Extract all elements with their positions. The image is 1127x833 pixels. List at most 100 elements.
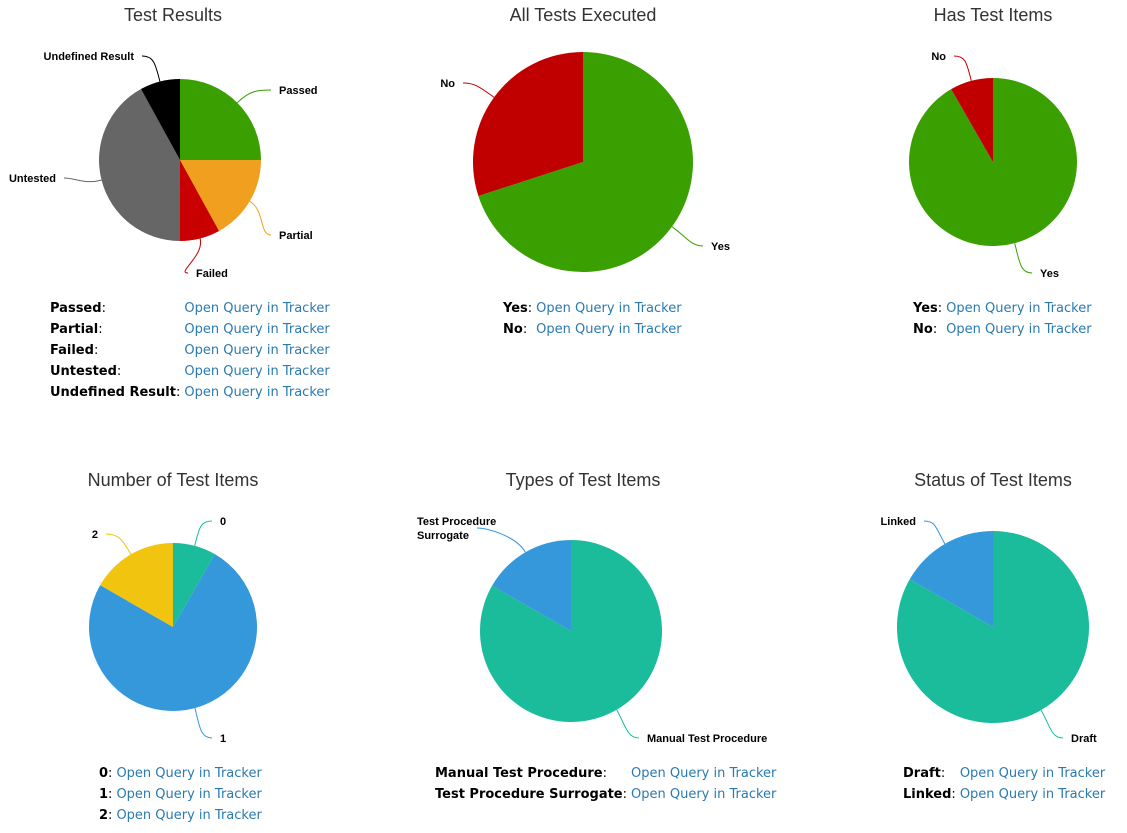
slice-label-0: 0 [220,516,226,528]
pie-slice-0[interactable] [173,543,215,627]
legend-key-no: No: [913,322,938,337]
legend-row-linked: Linked: Open Query in Tracker [903,784,1105,805]
slice-label-1: 1 [220,733,226,745]
pie-slice-linked[interactable] [909,531,993,627]
legend-key-failed: Failed: [50,343,99,358]
pie-slice-passed[interactable] [180,79,261,160]
slice-label-2: 2 [92,529,98,541]
leader-line-passed [236,89,272,104]
open-query-link-passed[interactable]: Open Query in Tracker [184,301,330,316]
open-query-link-no[interactable]: Open Query in Tracker [536,322,682,337]
leader-line-no [462,82,495,98]
pie-slice-yes[interactable] [909,78,1078,246]
legend-key-passed: Passed: [50,301,106,316]
slice-label-untested: Untested [9,173,56,185]
open-query-link-untested[interactable]: Open Query in Tracker [184,364,330,379]
all-tests-executed-query-links: Yes: Open Query in Tracker No: Open Query i… [503,298,682,340]
leader-line-yes [1014,243,1033,274]
leader-line-manual-test-procedure [616,709,640,739]
open-query-link-yes[interactable]: Open Query in Tracker [536,301,682,316]
legend-key-no: No: [503,322,528,337]
leader-line-0 [194,520,213,546]
open-query-link-manual-test-procedure[interactable]: Open Query in Tracker [631,766,777,781]
pie-slice-yes[interactable] [478,52,693,272]
pie-slice-no[interactable] [951,78,993,162]
legend-row-partial: Partial: Open Query in Tracker [50,319,330,340]
legend-key-linked: Linked: [903,787,956,802]
pie-slice-draft[interactable] [896,531,1089,724]
legend-row-no: No: Open Query in Tracker [913,319,1092,340]
legend-row-yes: Yes: Open Query in Tracker [503,298,682,319]
pie-slice-no[interactable] [472,51,583,196]
legend-row-0: 0: Open Query in Tracker [99,763,262,784]
slice-label-no: No [931,51,946,63]
open-query-link-0[interactable]: Open Query in Tracker [116,766,262,781]
slice-label-yes: Yes [1040,268,1059,280]
slice-label-manual-test-procedure: Manual Test Procedure [647,733,767,745]
slice-label-draft: Draft [1071,733,1097,745]
slice-label-yes: Yes [711,241,730,253]
legend-row-untested: Untested: Open Query in Tracker [50,361,330,382]
open-query-link-2[interactable]: Open Query in Tracker [116,808,262,823]
slice-label-undefined-result: Undefined Result [44,51,135,63]
open-query-link-yes[interactable]: Open Query in Tracker [946,301,1092,316]
legend-key-test-procedure-surrogate: Test Procedure Surrogate: [435,787,628,802]
open-query-link-draft[interactable]: Open Query in Tracker [959,766,1106,781]
chart-title: Test Results [123,5,223,25]
legend-row-manual-test-procedure: Manual Test Procedure: Open Query in Trac… [435,763,776,784]
leader-line-no [953,55,972,81]
slice-label-partial: Partial [279,230,313,242]
legend-key-2: 2: [99,808,113,823]
open-query-link-undefined-result[interactable]: Open Query in Tracker [184,385,330,400]
chart-title: Has Test Items [933,5,1053,25]
has-test-items-query-links: Yes: Open Query in Tracker No: Open Query i… [913,298,1092,340]
legend-row-yes: Yes: Open Query in Tracker [913,298,1092,319]
pie-slice-test-procedure-surrogate[interactable] [492,540,571,631]
legend-key-0: 0: [99,766,113,781]
open-query-link-linked[interactable]: Open Query in Tracker [959,787,1106,802]
legend-key-yes: Yes: [503,301,533,316]
leader-line-failed [184,238,201,274]
legend-key-untested: Untested: [50,364,122,379]
open-query-link-partial[interactable]: Open Query in Tracker [184,322,330,337]
open-query-link-failed[interactable]: Open Query in Tracker [184,343,330,358]
slice-label-failed: Failed [196,268,228,280]
legend-key-draft: Draft: [903,766,946,781]
chart-title: Types of Test Items [505,470,661,490]
pie-slice-untested[interactable] [99,89,180,242]
open-query-link-1[interactable]: Open Query in Tracker [116,787,262,802]
leader-line-draft [1040,709,1064,739]
slice-label-passed: Passed [279,85,318,97]
legend-row-passed: Passed: Open Query in Tracker [50,298,330,319]
status-of-test-items-query-links: Draft: Open Query in Tracker Linked: Open Q… [903,763,1105,805]
legend-key-undefined-result: Undefined Result: [50,385,181,400]
pie-slice-partial[interactable] [180,160,261,231]
pie-slice-2[interactable] [100,543,173,627]
leader-line-partial [249,200,272,236]
open-query-link-no[interactable]: Open Query in Tracker [946,322,1092,337]
pie-slice-1[interactable] [89,554,258,712]
pie-slice-manual-test-procedure[interactable] [480,539,663,723]
legend-key-yes: Yes: [913,301,943,316]
slice-label-linked: Linked [881,516,916,528]
open-query-link-test-procedure-surrogate[interactable]: Open Query in Tracker [631,787,777,802]
legend-row-1: 1: Open Query in Tracker [99,784,262,805]
legend-row-draft: Draft: Open Query in Tracker [903,763,1105,784]
leader-line-1 [194,707,213,739]
types-of-test-items-query-links: Manual Test Procedure: Open Query in Trac… [435,763,776,805]
legend-row-test-procedure-surrogate: Test Procedure Surrogate: Open Query in T… [435,784,776,805]
chart-title: All Tests Executed [509,5,657,25]
legend-key-1: 1: [99,787,113,802]
number-of-test-items-query-links: 0: Open Query in Tracker 1: Open Query in T… [99,763,262,826]
pie-slice-undefined-result[interactable] [140,79,180,160]
leader-line-undefined-result [141,55,161,82]
pie-slice-failed[interactable] [180,160,220,241]
leader-line-yes [671,226,704,247]
legend-key-partial: Partial: [50,322,103,337]
